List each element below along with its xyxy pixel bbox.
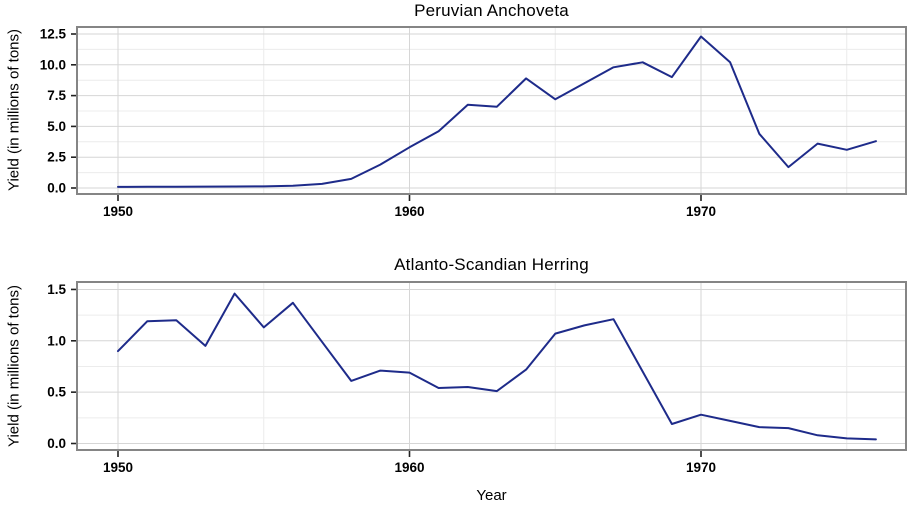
minor-gridlines [77,27,906,194]
minor-gridlines [77,282,906,450]
axis-ticks [71,288,702,457]
y-tick-label: 5.0 [47,119,66,134]
herring-chart: 0.0 0.5 1.0 1.5 1950 1960 1970 [47,281,907,475]
panel-border [76,26,907,195]
anchoveta-series-line [117,35,877,188]
major-gridlines [77,27,906,194]
x-tick-label: 1960 [394,204,424,219]
herring-series-line [117,292,877,441]
x-tick-label: 1950 [103,460,133,475]
x-axis-label: Year [476,487,507,504]
x-tick-label: 1970 [686,460,716,475]
x-tick-label: 1970 [686,204,716,219]
herring-chart-title: Atlanto-Scandian Herring [394,255,589,274]
anchoveta-chart-title: Peruvian Anchoveta [414,1,569,20]
y-tick-label: 10.0 [40,57,66,72]
y-tick-label: 1.0 [47,333,66,348]
y-tick-label: 2.5 [47,150,66,165]
y-tick-label: 7.5 [47,88,66,103]
x-tick-label: 1960 [394,460,424,475]
major-gridlines [77,282,906,450]
panel-border [76,281,907,451]
y-tick-label: 0.0 [47,181,66,196]
y-tick-label: 12.5 [40,27,67,42]
anchoveta-chart: 0.0 2.5 5.0 7.5 10.0 12.5 1950 1960 1970 [40,26,907,219]
y-tick-label: 0.0 [47,436,66,451]
x-tick-label: 1950 [103,204,133,219]
y-tick-label: 0.5 [47,385,66,400]
axis-ticks [71,33,702,201]
y-tick-label: 1.5 [47,282,66,297]
